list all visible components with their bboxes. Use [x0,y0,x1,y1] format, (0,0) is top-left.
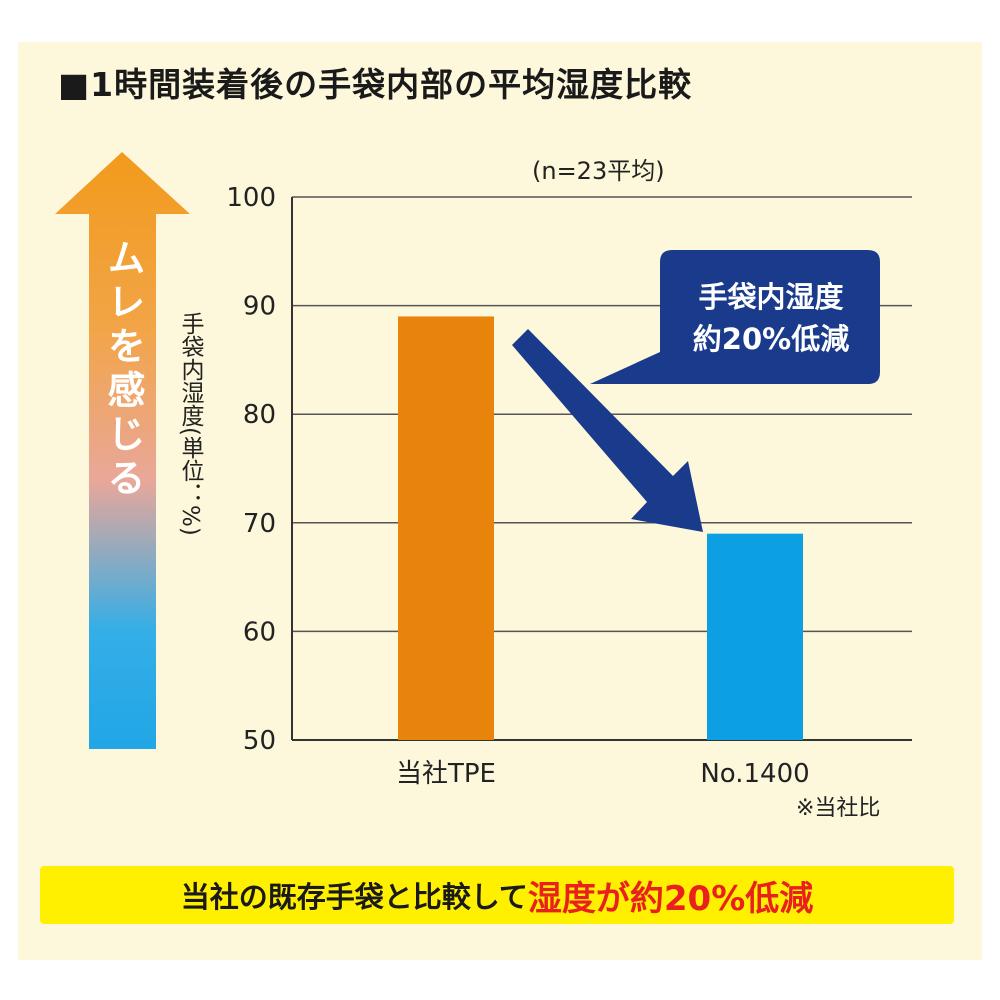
callout-line-1: 手袋内湿度 [698,280,844,314]
bars [398,316,803,740]
summary-banner: 当社の既存手袋と比較して 湿度が約20%低減 [40,866,954,924]
summary-highlight: 湿度が約20%低減 [527,878,814,919]
reduction-arrow-icon [512,329,703,532]
callout-text: 手袋内湿度 約20%低減 [660,276,882,360]
y-tick-labels: 50 60 70 80 90 100 [226,183,276,756]
y-tick-label: 70 [243,509,276,539]
chart-subtitle: (n=23平均) [532,157,665,185]
y-tick-label: 80 [243,400,276,430]
x-tick-labels: 当社TPE No.1400 [396,759,810,789]
y-tick-label: 100 [226,183,276,213]
callout-line-2: 約20%低減 [692,322,850,356]
y-tick-label: 60 [243,617,276,647]
y-tick-label: 50 [243,726,276,756]
muggy-arrow-label: ムレを感じる [101,238,145,502]
bar-no1400 [707,533,803,740]
bar-tpe [398,316,494,740]
x-tick-label: 当社TPE [396,759,496,789]
y-axis-label: 手袋内湿度(単位：%) [177,312,203,536]
callout-bubble [590,250,880,384]
chart-title: ■1時間装着後の手袋内部の平均湿度比較 [58,65,693,104]
comparison-note: ※当社比 [796,796,881,821]
chart-panel [18,42,982,960]
summary-text: 当社の既存手袋と比較して [180,880,528,914]
x-tick-label: No.1400 [700,759,809,789]
y-tick-label: 90 [243,292,276,322]
